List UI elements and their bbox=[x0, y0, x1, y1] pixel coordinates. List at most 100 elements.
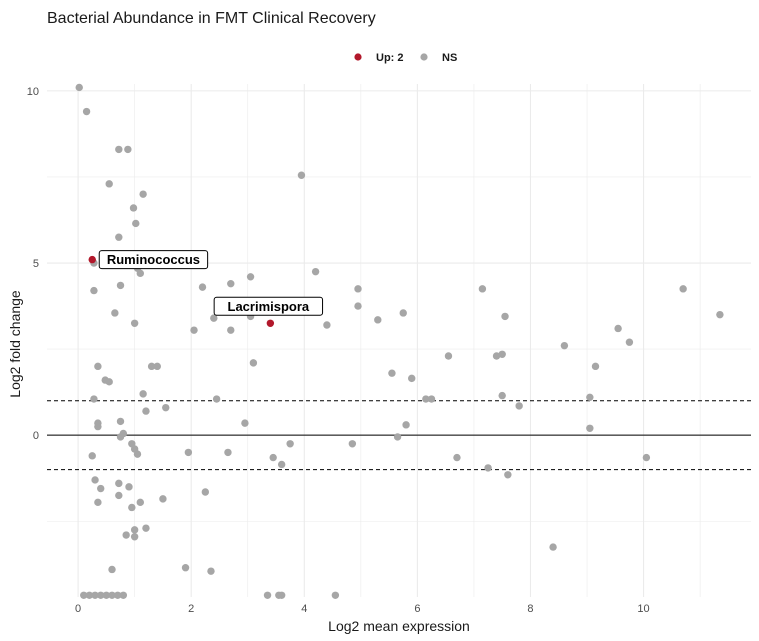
x-axis-title: Log2 mean expression bbox=[328, 618, 470, 634]
data-point bbox=[201, 488, 210, 496]
x-tick-label: 4 bbox=[301, 603, 307, 615]
data-point bbox=[130, 526, 139, 534]
data-point bbox=[207, 567, 215, 575]
data-point bbox=[249, 359, 258, 367]
data-point bbox=[515, 402, 523, 410]
data-point bbox=[97, 484, 105, 493]
data-point bbox=[94, 362, 102, 371]
data-point bbox=[642, 453, 651, 462]
data-point bbox=[85, 591, 94, 599]
point-label: Ruminococcus bbox=[107, 252, 200, 267]
data-point bbox=[136, 269, 145, 278]
data-point bbox=[246, 273, 255, 281]
data-point bbox=[560, 341, 569, 350]
data-point bbox=[498, 350, 506, 358]
data-point bbox=[492, 352, 501, 360]
data-point bbox=[124, 145, 132, 154]
x-tick-label: 2 bbox=[188, 603, 194, 615]
data-point bbox=[453, 453, 461, 462]
data-point bbox=[679, 285, 687, 293]
x-tick-label: 10 bbox=[637, 603, 649, 615]
data-point bbox=[399, 309, 407, 317]
data-point bbox=[348, 440, 357, 448]
data-point bbox=[212, 395, 221, 403]
data-point bbox=[277, 591, 286, 599]
data-point bbox=[105, 180, 113, 188]
data-point bbox=[311, 267, 320, 276]
data-point bbox=[586, 424, 594, 432]
data-point bbox=[484, 464, 492, 472]
data-point bbox=[184, 448, 193, 457]
data-point bbox=[269, 453, 277, 462]
data-point bbox=[625, 338, 634, 346]
data-point bbox=[115, 479, 123, 488]
data-point bbox=[108, 591, 116, 599]
data-point bbox=[227, 279, 235, 288]
data-point bbox=[498, 391, 506, 400]
legend-key bbox=[354, 53, 362, 61]
data-point bbox=[128, 503, 136, 512]
data-point bbox=[111, 309, 119, 317]
data-point bbox=[129, 204, 138, 212]
data-point bbox=[190, 326, 198, 334]
y-axis-ticks: 0 5 10 bbox=[27, 86, 39, 442]
data-point bbox=[115, 491, 123, 500]
data-point bbox=[393, 433, 402, 441]
data-point bbox=[101, 376, 109, 384]
legend-key bbox=[420, 53, 428, 61]
data-point bbox=[91, 476, 99, 484]
x-axis-ticks: 0 2 4 6 8 10 bbox=[75, 603, 650, 615]
data-points bbox=[75, 83, 724, 599]
data-point bbox=[88, 255, 96, 264]
data-point bbox=[90, 286, 98, 295]
legend-label: Up: 2 bbox=[376, 52, 404, 64]
data-point bbox=[115, 233, 123, 241]
data-point bbox=[147, 362, 156, 371]
data-point bbox=[331, 591, 340, 599]
legend-label: NS bbox=[442, 52, 457, 64]
label-box bbox=[98, 250, 209, 270]
data-point bbox=[198, 283, 207, 291]
data-point bbox=[286, 440, 294, 448]
y-tick-label: 10 bbox=[27, 86, 39, 98]
y-tick-label: 5 bbox=[33, 258, 39, 270]
data-point bbox=[402, 421, 410, 429]
data-point bbox=[224, 448, 232, 457]
data-point bbox=[97, 591, 105, 599]
data-point bbox=[227, 326, 235, 334]
x-tick-label: 6 bbox=[414, 603, 420, 615]
chart-title: Bacterial Abundance in FMT Clinical Reco… bbox=[47, 10, 376, 27]
data-point bbox=[116, 281, 125, 290]
data-point bbox=[614, 324, 622, 333]
data-point bbox=[91, 591, 99, 599]
data-point bbox=[115, 145, 123, 154]
data-point bbox=[116, 433, 125, 441]
data-point bbox=[82, 107, 91, 116]
data-point bbox=[408, 374, 416, 383]
data-point bbox=[94, 498, 102, 507]
data-point bbox=[277, 460, 286, 469]
x-tick-label: 0 bbox=[75, 603, 81, 615]
data-point bbox=[108, 565, 116, 574]
x-tick-label: 8 bbox=[527, 603, 533, 615]
data-point bbox=[504, 471, 512, 479]
data-point bbox=[130, 533, 139, 541]
data-point bbox=[427, 395, 436, 403]
data-point bbox=[549, 543, 557, 551]
data-point bbox=[297, 171, 306, 179]
data-point bbox=[591, 362, 600, 371]
data-point bbox=[113, 591, 122, 599]
data-point bbox=[323, 321, 331, 329]
data-point bbox=[116, 417, 125, 426]
point-label: Lacrimispora bbox=[228, 299, 310, 314]
data-point bbox=[162, 403, 170, 412]
data-point bbox=[102, 591, 111, 599]
data-point bbox=[388, 369, 396, 377]
data-point bbox=[119, 591, 128, 599]
data-point bbox=[241, 419, 249, 427]
data-point bbox=[478, 285, 487, 293]
y-axis-title: Log2 fold change bbox=[7, 290, 23, 398]
data-point bbox=[80, 591, 88, 599]
point-labels: Ruminococcus Lacrimispora bbox=[98, 250, 324, 316]
